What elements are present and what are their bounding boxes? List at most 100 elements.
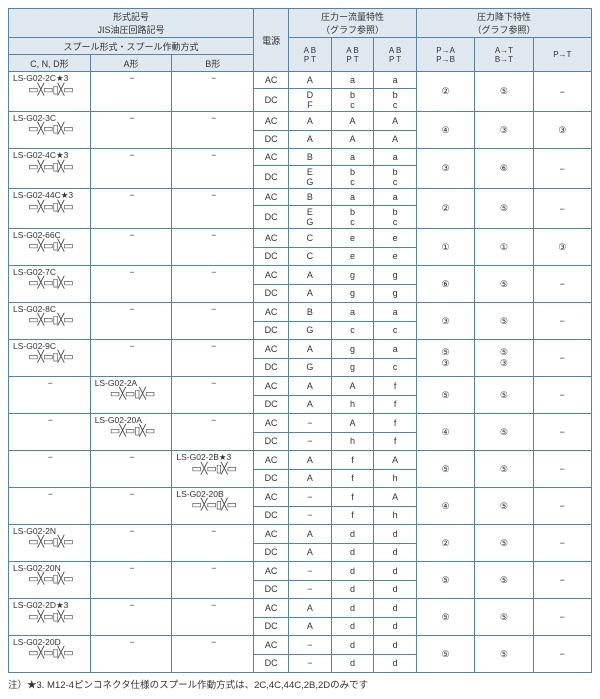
model-cell: − xyxy=(172,414,254,451)
power-cell: AC xyxy=(254,599,289,618)
power-cell: AC xyxy=(254,451,289,470)
value-cell: bc xyxy=(374,206,417,229)
value-cell: A xyxy=(289,340,332,359)
value-cell: ⑤ xyxy=(475,303,533,340)
model-cell: − xyxy=(90,72,172,112)
value-cell: d xyxy=(331,562,374,581)
model-cell: − xyxy=(90,149,172,189)
value-cell: c xyxy=(331,321,374,340)
power-cell: DC xyxy=(254,654,289,673)
value-cell: ⑤ xyxy=(475,72,533,112)
value-cell: − xyxy=(533,189,591,229)
value-cell: DF xyxy=(289,89,332,112)
value-cell: e xyxy=(374,229,417,248)
value-cell: ⑤③ xyxy=(416,340,474,377)
value-cell: − xyxy=(533,149,591,189)
value-cell: − xyxy=(289,562,332,581)
value-cell: A xyxy=(374,451,417,470)
value-cell: d xyxy=(374,599,417,618)
model-cell: − xyxy=(172,525,254,562)
value-cell: ⑤ xyxy=(475,377,533,414)
hdr-spool: スプール形式・スプール作動方式 xyxy=(9,38,254,55)
value-cell: − xyxy=(533,340,591,377)
power-cell: AC xyxy=(254,340,289,359)
model-cell: LS-G02-20D▭╳▭▯╳▭ xyxy=(9,636,91,673)
hdr-cnd: C, N, D形 xyxy=(9,55,91,72)
model-cell: LS-G02-2D★3▭╳▭▯╳▭ xyxy=(9,599,91,636)
value-cell: bc xyxy=(331,206,374,229)
value-cell: ④ xyxy=(416,112,474,149)
value-cell: − xyxy=(289,580,332,599)
model-cell: − xyxy=(90,525,172,562)
value-cell: bc xyxy=(331,166,374,189)
power-cell: DC xyxy=(254,617,289,636)
model-cell: − xyxy=(172,72,254,112)
power-cell: DC xyxy=(254,469,289,488)
value-cell: A xyxy=(289,543,332,562)
value-cell: A xyxy=(289,284,332,303)
hdr-d2: A→TB→T xyxy=(475,38,533,72)
value-cell: − xyxy=(533,525,591,562)
model-cell: LS-G02-2A▭╳▭▯╳▭ xyxy=(90,377,172,414)
value-cell: EG xyxy=(289,206,332,229)
value-cell: ⑤ xyxy=(475,636,533,673)
value-cell: g xyxy=(374,266,417,285)
model-cell: − xyxy=(172,599,254,636)
model-cell: − xyxy=(172,149,254,189)
hdr-b: B形 xyxy=(172,55,254,72)
value-cell: A xyxy=(289,451,332,470)
model-cell: − xyxy=(90,266,172,303)
value-cell: ⑤ xyxy=(475,414,533,451)
hdr-d1: P→AP→B xyxy=(416,38,474,72)
model-cell: LS-G02-20N▭╳▭▯╳▭ xyxy=(9,562,91,599)
model-cell: − xyxy=(90,488,172,525)
value-cell: ⑤ xyxy=(475,525,533,562)
power-cell: DC xyxy=(254,284,289,303)
value-cell: d xyxy=(374,562,417,581)
value-cell: B xyxy=(289,303,332,322)
value-cell: f xyxy=(374,377,417,396)
value-cell: − xyxy=(533,303,591,340)
model-cell: LS-G02-2B★3▭╳▭▯╳▭ xyxy=(172,451,254,488)
value-cell: bc xyxy=(331,89,374,112)
power-cell: AC xyxy=(254,562,289,581)
value-cell: d xyxy=(374,580,417,599)
value-cell: − xyxy=(289,636,332,655)
value-cell: d xyxy=(374,543,417,562)
value-cell: g xyxy=(374,284,417,303)
value-cell: ③ xyxy=(533,229,591,266)
value-cell: ② xyxy=(416,72,474,112)
value-cell: ③ xyxy=(533,112,591,149)
power-cell: DC xyxy=(254,395,289,414)
model-cell: − xyxy=(172,266,254,303)
value-cell: h xyxy=(374,469,417,488)
value-cell: − xyxy=(289,506,332,525)
value-cell: ⑥ xyxy=(416,266,474,303)
value-cell: c xyxy=(374,358,417,377)
value-cell: ① xyxy=(416,229,474,266)
power-cell: DC xyxy=(254,321,289,340)
power-cell: AC xyxy=(254,414,289,433)
model-cell: LS-G02-8C▭╳▭▯╳▭ xyxy=(9,303,91,340)
value-cell: ③ xyxy=(475,112,533,149)
hdr-ps: 電源 xyxy=(254,9,289,72)
model-cell: − xyxy=(172,377,254,414)
model-cell: − xyxy=(90,229,172,266)
value-cell: A xyxy=(289,617,332,636)
value-cell: − xyxy=(289,654,332,673)
model-cell: LS-G02-9C▭╳▭▯╳▭ xyxy=(9,340,91,377)
value-cell: ⑤ xyxy=(475,562,533,599)
power-cell: DC xyxy=(254,358,289,377)
model-cell: LS-G02-4C★3▭╳▭▯╳▭ xyxy=(9,149,91,189)
value-cell: d xyxy=(331,543,374,562)
value-cell: ③ xyxy=(416,149,474,189)
value-cell: d xyxy=(374,525,417,544)
value-cell: ⑥ xyxy=(475,149,533,189)
hdr-model: 形式記号JIS油圧回路記号 xyxy=(9,9,254,38)
value-cell: g xyxy=(331,266,374,285)
value-cell: ⑤ xyxy=(416,599,474,636)
power-cell: DC xyxy=(254,506,289,525)
value-cell: f xyxy=(374,432,417,451)
value-cell: C xyxy=(289,247,332,266)
value-cell: C xyxy=(289,229,332,248)
